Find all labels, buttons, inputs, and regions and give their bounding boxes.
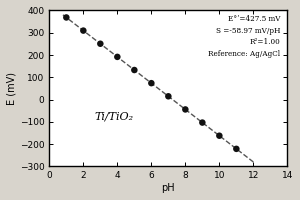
Y-axis label: E (mV): E (mV) (7, 72, 17, 105)
Point (64, 16, 69, 19)
Point (200, 121, 205, 124)
Point (81, 29, 86, 32)
Point (98, 42, 103, 45)
Point (115, 55, 120, 58)
Point (183, 108, 188, 111)
Point (234, 147, 239, 150)
Point (149, 82, 154, 85)
Point (132, 68, 137, 72)
Text: E°ʼ=427.5 mV
S =-58.97 mV/pH
R²=1.00
Reference: Ag/AgCl: E°ʼ=427.5 mV S =-58.97 mV/pH R²=1.00 Ref… (208, 15, 280, 58)
Text: Ti/TiO₂: Ti/TiO₂ (94, 112, 133, 122)
Point (217, 134, 222, 137)
X-axis label: pH: pH (161, 183, 175, 193)
Point (166, 95, 171, 98)
